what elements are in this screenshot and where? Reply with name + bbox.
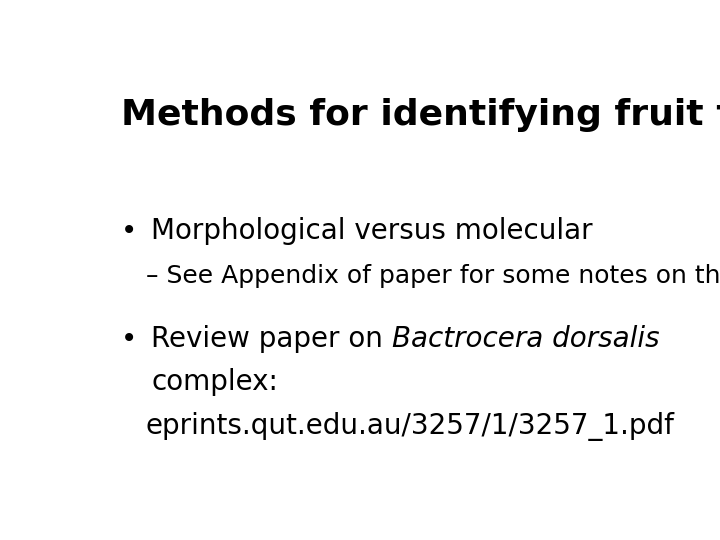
Text: complex:: complex: — [151, 368, 278, 396]
Text: Methods for identifying fruit flies: Methods for identifying fruit flies — [121, 98, 720, 132]
Text: •: • — [121, 325, 137, 353]
Text: eprints.qut.edu.au/3257/1/3257_1.pdf: eprints.qut.edu.au/3257/1/3257_1.pdf — [145, 412, 675, 441]
Text: Review paper on: Review paper on — [151, 325, 392, 353]
Text: Morphological versus molecular: Morphological versus molecular — [151, 217, 593, 245]
Text: Bactrocera dorsalis: Bactrocera dorsalis — [392, 325, 660, 353]
Text: •: • — [121, 217, 137, 245]
Text: – See Appendix of paper for some notes on this: – See Appendix of paper for some notes o… — [145, 265, 720, 288]
